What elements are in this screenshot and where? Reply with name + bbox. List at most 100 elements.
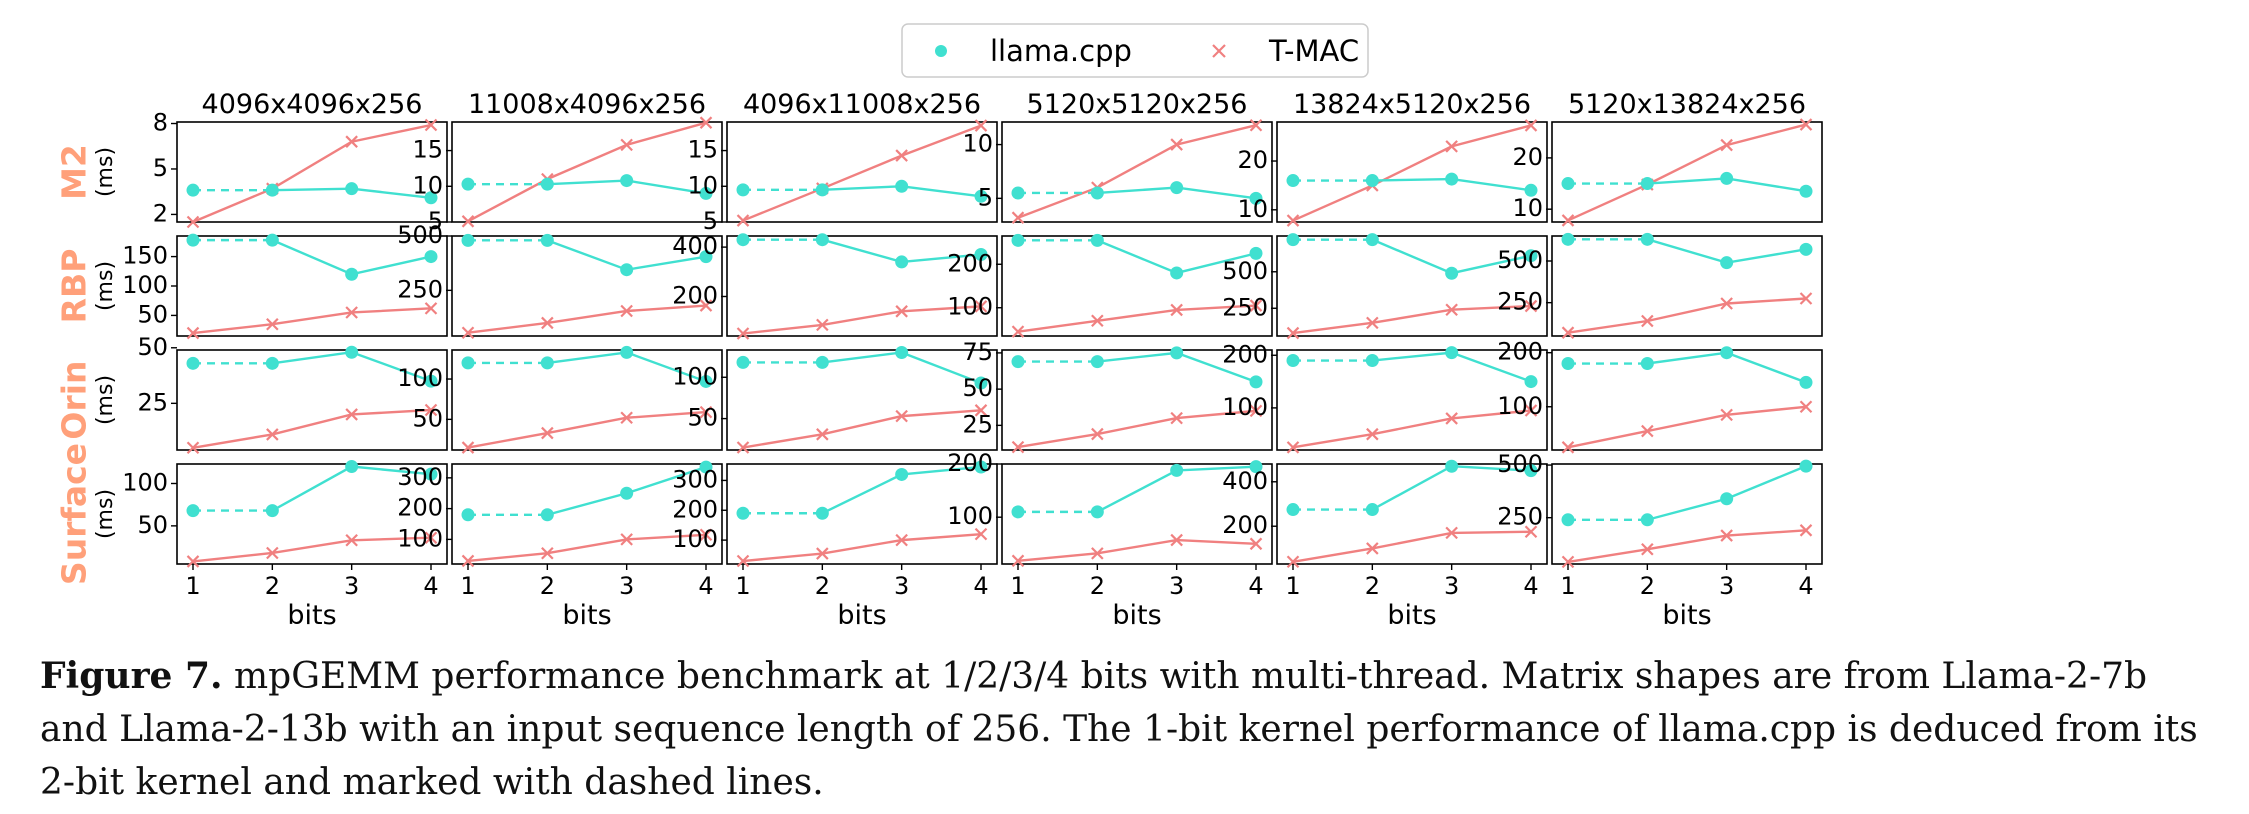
panel-r3-c6-tmac-line <box>1567 405 1807 449</box>
panel-r4-c2-tmac-point-1-b <box>461 554 475 568</box>
panel-r2-c6-tmac-point-4 <box>1799 292 1813 305</box>
panel-r1-c6-llama-point-3 <box>1720 171 1734 185</box>
panel-r2-c6: 250 500 <box>1497 232 1823 339</box>
panel-r4-c1-llama-point-1 <box>186 504 200 518</box>
panel-r3-c6-llama-point-2 <box>1640 357 1654 371</box>
row-label-3: Orin <box>55 360 94 439</box>
panel-r1-c6-llama-point-2 <box>1640 177 1654 191</box>
panel-r3-c6-tmac-point-4-b <box>1799 400 1813 414</box>
panel-r1-c1-llama-point-3 <box>345 182 359 196</box>
panel-r3-c2-tmac-point-4-b <box>699 405 713 419</box>
panel-r4-c4-tmac-point-2 <box>1091 547 1104 560</box>
panel-r4-c1: 50 100 1 2 3 4 bits <box>122 460 448 631</box>
panel-r4-c5-tmac-point-2-b <box>1366 542 1379 555</box>
panel-r3-c1-ytick-label-1: 50 <box>137 333 168 361</box>
panel-r2-c2-tmac-point-4 <box>699 299 713 312</box>
panel-r1-c6-frame <box>1551 121 1823 223</box>
panel-r4-c3-xtick-label-3: 4 <box>973 572 988 600</box>
panel-r4-c6-tmac-point-1-b <box>1561 555 1575 569</box>
panel-r1-c2-llama-point-3 <box>620 174 634 188</box>
panel-r1-c6-tmac-point-3-b <box>1720 138 1733 152</box>
panel-r2-c2-ytick-label-1: 500 <box>397 221 443 249</box>
panel-r3-c3-tmac-point-1-b <box>736 441 750 454</box>
panel-r4-c6-llama-point-1 <box>1561 513 1575 527</box>
legend-llama-label: llama.cpp <box>990 34 1132 68</box>
panel-r2-c2-ytick-label-0: 250 <box>397 275 443 303</box>
panel-r4-c3-tmac-point-2 <box>816 547 829 560</box>
panel-r4-c6-tmac-point-4-b <box>1799 524 1813 537</box>
panel-r1-c4-tmac-point-3 <box>1170 138 1183 151</box>
panel-r1-c1-llama-point-4 <box>424 191 438 205</box>
panel-r3-c4-ytick-label-1: 50 <box>962 374 993 402</box>
panel-r1-c4-tmac-point-1 <box>1011 211 1025 224</box>
legend-tmac-cross-b <box>1212 44 1226 58</box>
panel-r2-c6-llama-point-4 <box>1799 242 1813 256</box>
panel-r3-c3-tmac-point-2-b <box>816 428 829 441</box>
panel-r4-c4-tmac-point-2-b <box>1091 547 1104 560</box>
panel-r4-c2-xtick-label-0: 1 <box>460 572 475 600</box>
panel-r4-c1-llama-point-2 <box>265 504 279 518</box>
panel-r1-c4-ytick-label-1: 10 <box>962 130 993 158</box>
panel-r2-c4-frame <box>1001 235 1273 337</box>
panel-r3-c3-tmac-point-3 <box>895 409 908 423</box>
panel-r3-c2-llama-point-3 <box>620 345 634 359</box>
caption-text: mpGEMM performance benchmark at 1/2/3/4 … <box>40 656 2198 803</box>
panel-r3-c1-tmac-point-4-b <box>424 403 438 417</box>
panel-r3-c1-tmac-point-3 <box>345 408 358 421</box>
panel-r4-c1-tmac-point-1-b <box>186 555 200 568</box>
panel-r2-c2-tmac-point-4-b <box>699 299 713 312</box>
panel-r3-c4-tmac-point-4 <box>1249 404 1263 418</box>
panel-r3-c1-tmac-point-1-b <box>186 441 200 455</box>
panel-r2-c5-tmac-point-2 <box>1366 316 1379 330</box>
panel-r2-c3-tmac-point-3-b <box>895 305 908 318</box>
panel-r3-c2: 50 100 <box>397 345 723 454</box>
panel-r4-c6-ytick-label-0: 250 <box>1497 503 1543 531</box>
panel-r4-c4-llama-point-1 <box>1011 505 1025 519</box>
panel-r4-c2-x-axis-label: bits <box>562 600 611 631</box>
panel-r1-c1-tmac-point-3 <box>345 135 358 148</box>
panel-r2-c4-ytick-label-0: 100 <box>947 293 993 321</box>
panel-r3-c2-tmac-line <box>467 410 707 449</box>
panel-r4-c1-tmac-point-4 <box>424 531 438 545</box>
panel-r1-c3-tmac-point-4-b <box>974 119 988 132</box>
panel-r2-c1-llama-point-3 <box>345 267 359 281</box>
panel-r1-c5-tmac-point-3 <box>1445 140 1458 153</box>
panel-r4-c2-ytick-label-2: 300 <box>397 463 443 491</box>
panel-r1-c5-tmac-point-3-b <box>1445 140 1458 153</box>
panel-r2-c6-llama-point-3 <box>1720 256 1734 270</box>
panel-r1-c5-tmac-line <box>1292 124 1532 222</box>
panel-r1-c3-ytick-label-2: 15 <box>687 136 718 164</box>
panel-r1-c1-ytick-label-1: 5 <box>153 154 168 182</box>
panel-r2-c6-tmac-point-1 <box>1561 326 1575 339</box>
panel-r1-c6-ytick-label-1: 20 <box>1512 143 1543 171</box>
panel-r3-c1-ytick-label-0: 25 <box>137 388 168 416</box>
panel-r3-c2-ytick-label-0: 50 <box>412 404 443 432</box>
legend-tmac-label: T-MAC <box>1268 34 1359 68</box>
panel-r1-c1-ytick-label-0: 2 <box>153 199 168 227</box>
panel-r1-c2-frame <box>451 121 723 223</box>
panel-r2-c1-tmac-point-3-b <box>345 306 358 319</box>
panel-r1-c3-llama-point-3 <box>895 179 909 193</box>
panel-r2-c4-tmac-point-2 <box>1091 314 1104 328</box>
panel-r3-c4-frame <box>1001 349 1273 451</box>
panel-r3-c5-tmac-point-1 <box>1286 441 1300 454</box>
panel-r3-c3-llama-point-3 <box>895 345 909 359</box>
panel-r4-c5-xtick-label-2: 3 <box>1444 572 1459 600</box>
panel-r4-c4-tmac-point-1-b <box>1011 554 1025 568</box>
panel-r2-c3-tmac-point-4 <box>974 300 988 313</box>
panel-r4-c1-tmac-point-3-b <box>345 533 358 547</box>
panel-r1-c5-ytick-label-0: 10 <box>1237 195 1268 223</box>
panel-r3-c5-tmac-line <box>1292 409 1532 449</box>
panel-r2-c5-tmac-line <box>1292 304 1532 335</box>
panel-r4-c4-llama-point-3 <box>1170 463 1184 477</box>
panel-r1-c3-tmac-point-1 <box>736 214 750 227</box>
panel-r2-c6-tmac-point-2-b <box>1641 314 1654 328</box>
panel-r1-c5-tmac-point-1 <box>1286 214 1300 227</box>
panel-r2-c2-tmac-point-2 <box>541 316 554 330</box>
panel-r4-c6-llama-point-2 <box>1640 513 1654 527</box>
panel-r2-c3-frame <box>726 235 998 337</box>
panel-r1-c4: 5 10 <box>962 118 1273 224</box>
panel-r2-c3-tmac-point-1-b <box>736 327 750 340</box>
panel-r3-c2-tmac-point-4 <box>699 405 713 419</box>
